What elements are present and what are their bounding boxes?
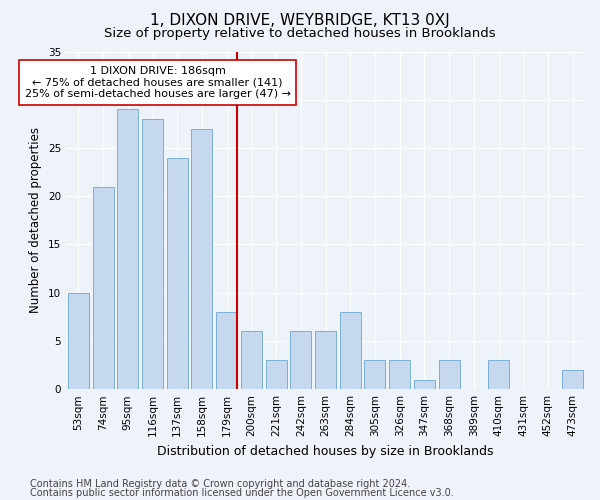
Bar (191, 128, 212, 389)
Bar (68, 292, 89, 389)
Text: 1 DIXON DRIVE: 186sqm
← 75% of detached houses are smaller (141)
25% of semi-det: 1 DIXON DRIVE: 186sqm ← 75% of detached … (25, 66, 290, 99)
Text: Contains public sector information licensed under the Open Government Licence v3: Contains public sector information licen… (30, 488, 454, 498)
Bar (92, 186, 113, 389)
Text: Size of property relative to detached houses in Brooklands: Size of property relative to detached ho… (104, 28, 496, 40)
Bar (142, 119, 163, 389)
Text: 1, DIXON DRIVE, WEYBRIDGE, KT13 0XJ: 1, DIXON DRIVE, WEYBRIDGE, KT13 0XJ (150, 12, 450, 28)
Bar (488, 360, 509, 389)
Bar (216, 312, 237, 389)
Bar (562, 370, 583, 389)
Bar (266, 360, 287, 389)
Bar (340, 312, 361, 389)
Y-axis label: Number of detached properties: Number of detached properties (29, 128, 43, 314)
Text: Contains HM Land Registry data © Crown copyright and database right 2024.: Contains HM Land Registry data © Crown c… (30, 479, 410, 489)
Bar (290, 332, 311, 389)
Bar (414, 380, 435, 389)
Bar (364, 360, 385, 389)
Bar (439, 360, 460, 389)
Bar (241, 332, 262, 389)
Bar (389, 360, 410, 389)
X-axis label: Distribution of detached houses by size in Brooklands: Distribution of detached houses by size … (157, 444, 494, 458)
Bar (118, 110, 139, 389)
Bar (167, 158, 188, 389)
Bar (315, 332, 336, 389)
